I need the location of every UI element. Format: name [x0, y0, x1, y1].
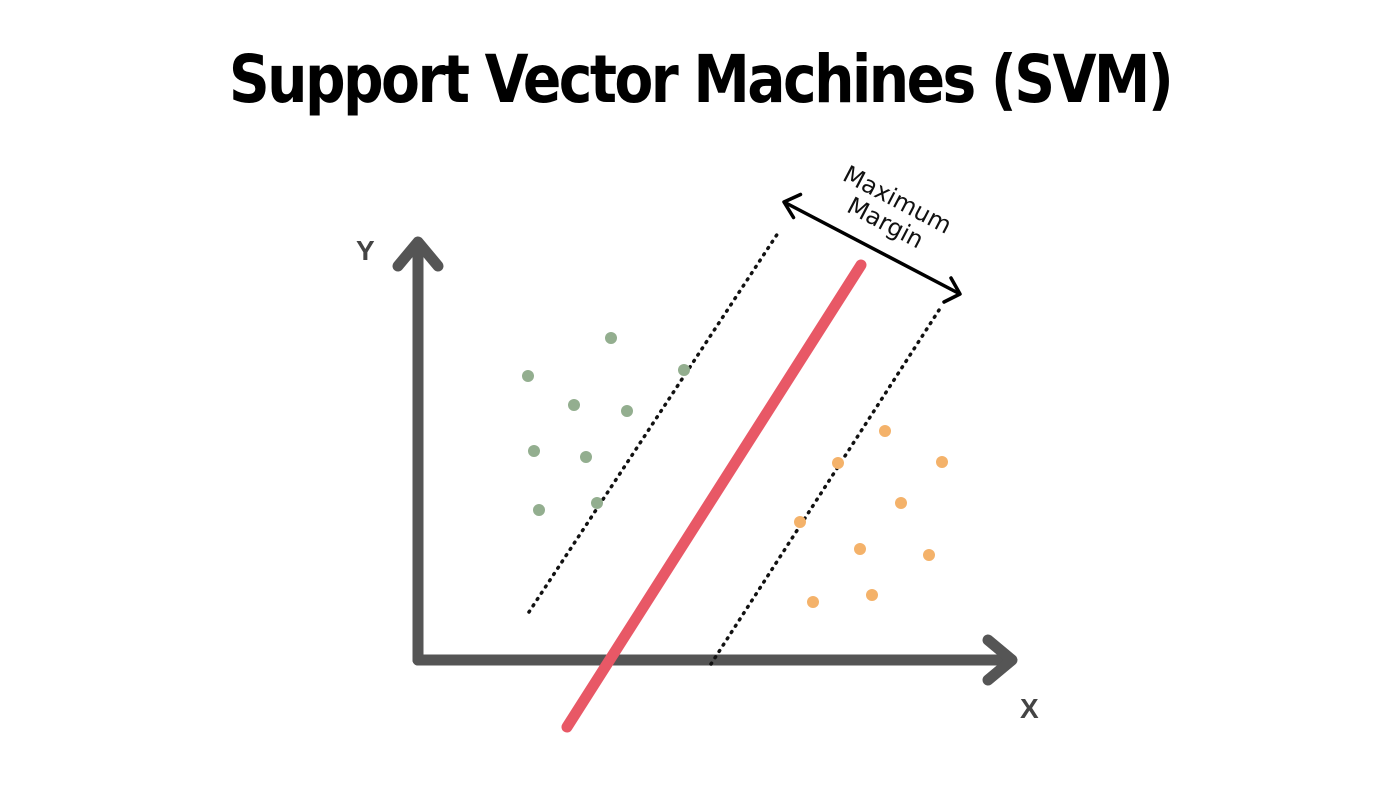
class-b-point: [854, 543, 866, 555]
class-a-point: [528, 445, 540, 457]
class-b-point: [895, 497, 907, 509]
diagram-title: Support Vector Machines (SVM): [228, 41, 1174, 118]
x-axis-arrowhead: [982, 634, 1018, 686]
class-a-point: [568, 399, 580, 411]
hyperplane-line: [561, 259, 867, 733]
margin-arrowhead-left: [782, 192, 803, 220]
maximum-margin-arrow: [782, 192, 962, 304]
class-a-point: [678, 364, 690, 376]
y-axis-arrowhead: [392, 236, 444, 272]
margin-arrow-line: [783, 200, 961, 296]
class-a-point: [591, 497, 603, 509]
class-b-point: [936, 456, 948, 468]
class-a-point: [621, 405, 633, 417]
class-a-point: [533, 504, 545, 516]
class-b-point: [794, 516, 806, 528]
y-axis-label: Y: [356, 235, 375, 266]
class-a-point: [605, 332, 617, 344]
x-axis-label: X: [1020, 693, 1039, 724]
class-b-point: [832, 457, 844, 469]
class-b-point: [923, 549, 935, 561]
class-b-point: [879, 425, 891, 437]
class-b-points: [794, 425, 948, 608]
margin-arrowhead-right: [942, 276, 962, 304]
class-b-point: [807, 596, 819, 608]
lower-margin-line: [709, 305, 943, 666]
class-a-point: [580, 451, 592, 463]
axes: Y X: [356, 235, 1039, 724]
maximum-margin-label: Maximum Margin: [839, 160, 957, 254]
class-a-points: [522, 332, 690, 516]
class-b-point: [866, 589, 878, 601]
upper-margin-line: [527, 228, 782, 614]
class-a-point: [522, 370, 534, 382]
